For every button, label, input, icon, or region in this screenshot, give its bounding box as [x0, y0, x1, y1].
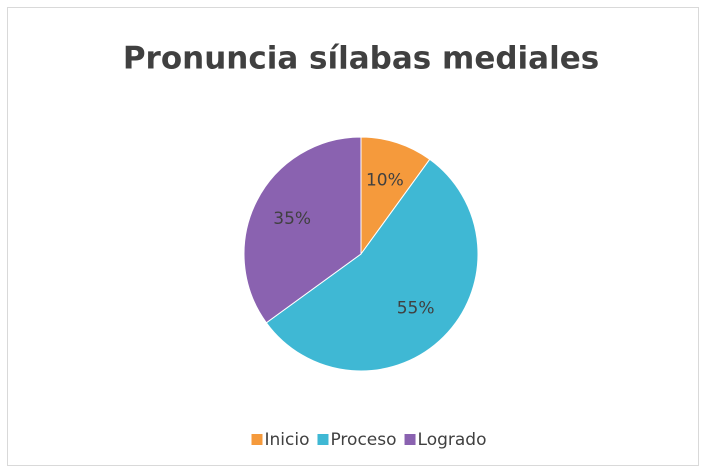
pie-slice	[360, 136, 431, 256]
pie-slice	[243, 136, 362, 324]
legend-swatch	[404, 434, 416, 445]
data-label: 55%	[397, 299, 435, 319]
legend-swatch	[317, 434, 329, 445]
data-label: 35%	[273, 209, 311, 229]
chart-title: Pronuncia sílabas mediales	[123, 41, 599, 77]
legend-label: Inicio	[265, 430, 310, 450]
data-label: 10%	[366, 171, 404, 191]
legend-label: Logrado	[418, 430, 487, 450]
legend-label: Proceso	[330, 430, 396, 450]
pie-slice	[265, 158, 479, 372]
legend-swatch	[251, 434, 263, 445]
